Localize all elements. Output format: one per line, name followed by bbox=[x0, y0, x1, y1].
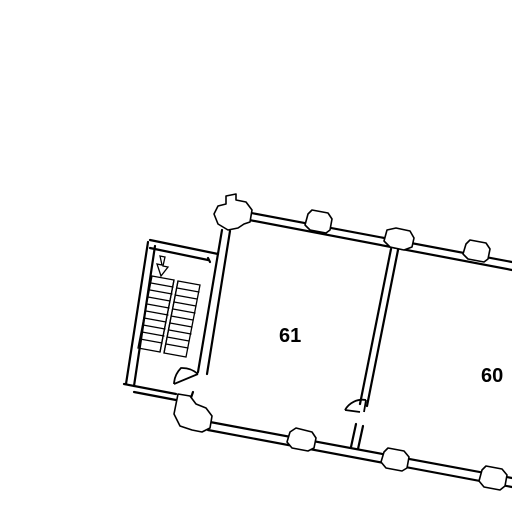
room-label-60: 60 bbox=[481, 365, 503, 387]
room-label-61: 61 bbox=[279, 325, 301, 347]
door-room-61[interactable] bbox=[173, 367, 199, 385]
partition-wall bbox=[349, 247, 400, 451]
bottom-wall bbox=[206, 420, 512, 489]
stair-hall bbox=[122, 238, 220, 402]
staircase bbox=[137, 275, 201, 358]
down-arrow-icon bbox=[156, 255, 170, 278]
door-room-60[interactable] bbox=[344, 398, 367, 413]
wall-piers bbox=[173, 193, 508, 491]
